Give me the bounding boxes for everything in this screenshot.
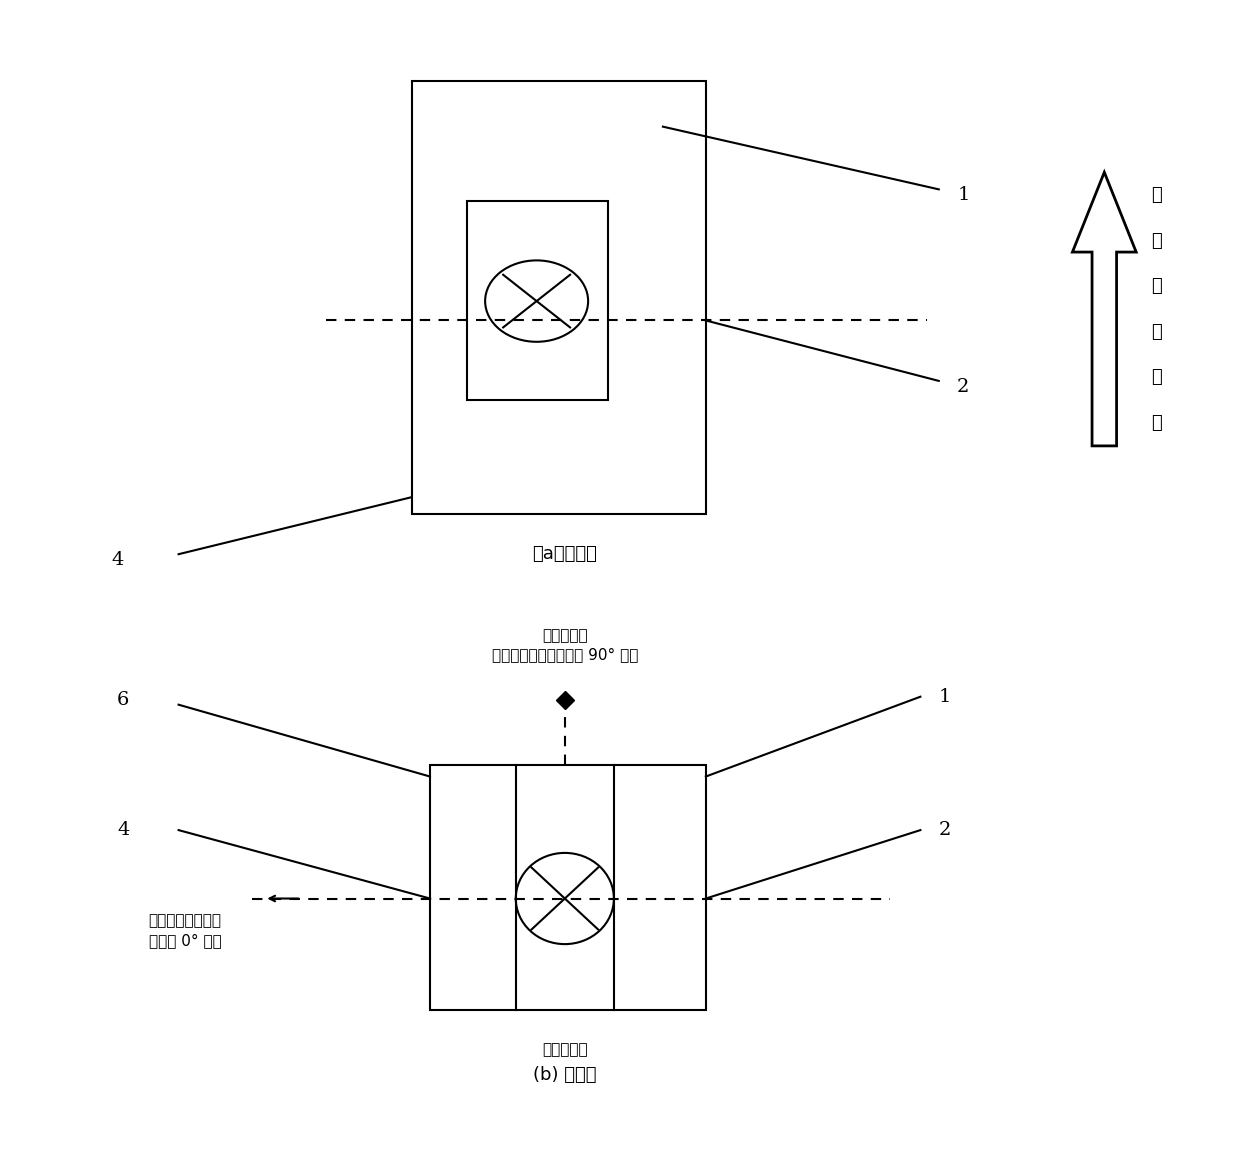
- Text: 1: 1: [939, 688, 951, 706]
- Text: 4: 4: [118, 822, 129, 839]
- Text: 2: 2: [957, 377, 970, 396]
- Text: (b) 俦视图: (b) 俦视图: [533, 1066, 596, 1085]
- Text: 光学相机镜头朝向
水平角 0° 位置: 光学相机镜头朝向 水平角 0° 位置: [149, 913, 222, 947]
- Text: 扭描仹前方
扭描仹镜头朝向水平角 90° 位置: 扭描仹前方 扭描仹镜头朝向水平角 90° 位置: [491, 628, 639, 662]
- Text: 进: 进: [1151, 323, 1162, 340]
- Text: 量: 量: [1151, 232, 1162, 249]
- Text: 扭描仹后方: 扭描仹后方: [542, 1042, 588, 1057]
- Text: 前: 前: [1151, 277, 1162, 295]
- Text: 向: 向: [1151, 414, 1162, 432]
- Bar: [430, 765, 706, 1010]
- Text: 2: 2: [939, 822, 951, 839]
- Text: 6: 6: [118, 691, 129, 709]
- Text: 方: 方: [1151, 368, 1162, 387]
- Text: 测: 测: [1151, 186, 1162, 204]
- Text: 1: 1: [957, 186, 970, 204]
- Bar: [466, 201, 608, 400]
- Text: （a）侧视图: （a）侧视图: [532, 545, 598, 563]
- Text: 4: 4: [112, 550, 124, 569]
- Bar: [412, 81, 706, 515]
- Polygon shape: [1073, 172, 1136, 445]
